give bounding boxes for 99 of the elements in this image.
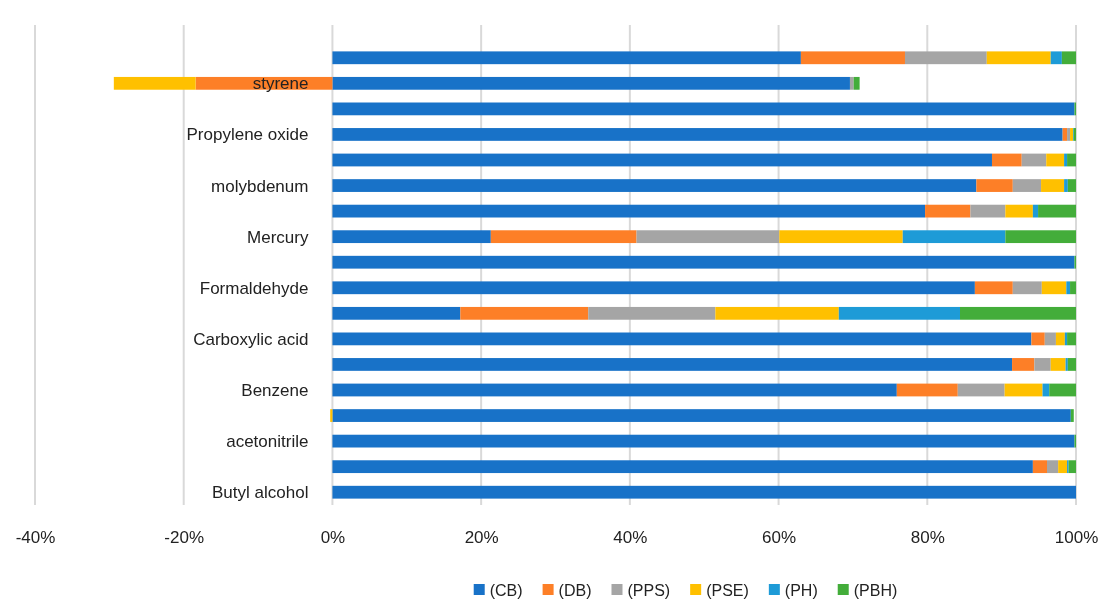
bar xyxy=(1066,281,1071,295)
bar xyxy=(1031,332,1045,346)
bar xyxy=(332,332,1032,346)
bar xyxy=(1061,51,1076,65)
bar xyxy=(636,230,780,244)
bar xyxy=(1070,409,1074,422)
bar xyxy=(332,358,1013,371)
legend-label: (DB) xyxy=(558,581,592,599)
bar xyxy=(925,204,971,218)
x-tick-label: -20% xyxy=(164,528,205,548)
bar xyxy=(849,76,854,90)
bar xyxy=(1046,153,1065,167)
bar xyxy=(332,255,1075,269)
bar xyxy=(1050,358,1066,371)
bar xyxy=(1070,281,1076,295)
legend-label: (PSE) xyxy=(706,581,749,599)
bar xyxy=(904,51,987,65)
bar xyxy=(1041,281,1067,295)
bar xyxy=(1004,383,1043,397)
x-tick-label: 60% xyxy=(762,528,797,548)
bar xyxy=(588,306,716,320)
bar xyxy=(1067,332,1076,346)
x-tick-label: 80% xyxy=(910,528,945,548)
bar xyxy=(332,204,926,218)
bar xyxy=(460,306,589,320)
bar xyxy=(779,230,903,244)
legend-label: (PBH) xyxy=(853,581,898,599)
bar xyxy=(1050,51,1062,65)
bar xyxy=(1012,358,1035,371)
bar xyxy=(332,434,1075,448)
x-tick-label: 0% xyxy=(320,528,346,548)
legend-label: (PPS) xyxy=(627,581,671,599)
bar xyxy=(1067,153,1076,167)
bar xyxy=(1064,179,1068,192)
bar xyxy=(991,153,1022,167)
bar xyxy=(332,179,977,192)
y-tick-label: Propylene oxide xyxy=(186,125,309,145)
y-tick-label: styrene xyxy=(252,74,309,94)
bar xyxy=(1067,358,1076,371)
y-tick-label: Mercury xyxy=(247,227,309,247)
bar xyxy=(490,230,637,244)
bar xyxy=(1064,153,1068,167)
bar xyxy=(1021,153,1047,167)
bar xyxy=(1034,358,1051,371)
bar xyxy=(1038,204,1076,218)
bar xyxy=(838,306,960,320)
bar xyxy=(1005,204,1033,218)
bar xyxy=(976,179,1013,192)
x-tick-label: -40% xyxy=(15,528,56,548)
y-tick-label: acetonitrile xyxy=(226,432,309,452)
bar xyxy=(1065,358,1068,371)
bar xyxy=(1005,230,1076,244)
bar xyxy=(1032,460,1047,474)
bar xyxy=(1012,281,1042,295)
bar xyxy=(1044,332,1056,346)
legend-label: (PH) xyxy=(784,581,818,599)
bar xyxy=(330,409,333,422)
y-tick-label: Formaldehyde xyxy=(199,278,309,298)
bar xyxy=(1047,460,1059,474)
bar xyxy=(800,51,905,65)
x-tick-label: 20% xyxy=(464,528,499,548)
bar xyxy=(332,383,897,397)
bar xyxy=(896,383,958,397)
x-tick-label: 100% xyxy=(1054,528,1099,548)
y-tick-label: Benzene xyxy=(241,380,309,400)
bar xyxy=(332,76,850,90)
bar xyxy=(1067,179,1076,192)
bar xyxy=(986,51,1051,65)
bar xyxy=(332,51,801,65)
bar xyxy=(1068,460,1076,474)
bar xyxy=(1055,332,1065,346)
y-tick-label: molybdenum xyxy=(211,176,309,196)
legend-label: (CB) xyxy=(489,581,523,599)
bar xyxy=(974,281,1013,295)
bar xyxy=(960,306,1076,320)
y-tick-label: Carboxylic acid xyxy=(193,329,309,349)
bar xyxy=(715,306,839,320)
bar xyxy=(332,460,1033,474)
y-tick-label: Butyl alcohol xyxy=(212,483,309,503)
bar xyxy=(1049,383,1076,397)
bar xyxy=(1012,179,1042,192)
bar xyxy=(1032,204,1039,218)
bar xyxy=(332,485,1076,499)
bar xyxy=(1058,460,1068,474)
bar xyxy=(853,76,860,90)
bar xyxy=(332,102,1075,116)
bar xyxy=(332,306,461,320)
bar xyxy=(113,76,196,90)
bar xyxy=(957,383,1005,397)
bar xyxy=(332,230,491,244)
bar xyxy=(902,230,1006,244)
bar xyxy=(332,153,992,167)
bar xyxy=(1062,128,1068,141)
bar xyxy=(332,128,1063,141)
bar xyxy=(970,204,1006,218)
bar xyxy=(1041,179,1065,192)
bar xyxy=(332,281,975,295)
x-tick-label: 40% xyxy=(613,528,648,548)
bar xyxy=(332,409,1071,422)
